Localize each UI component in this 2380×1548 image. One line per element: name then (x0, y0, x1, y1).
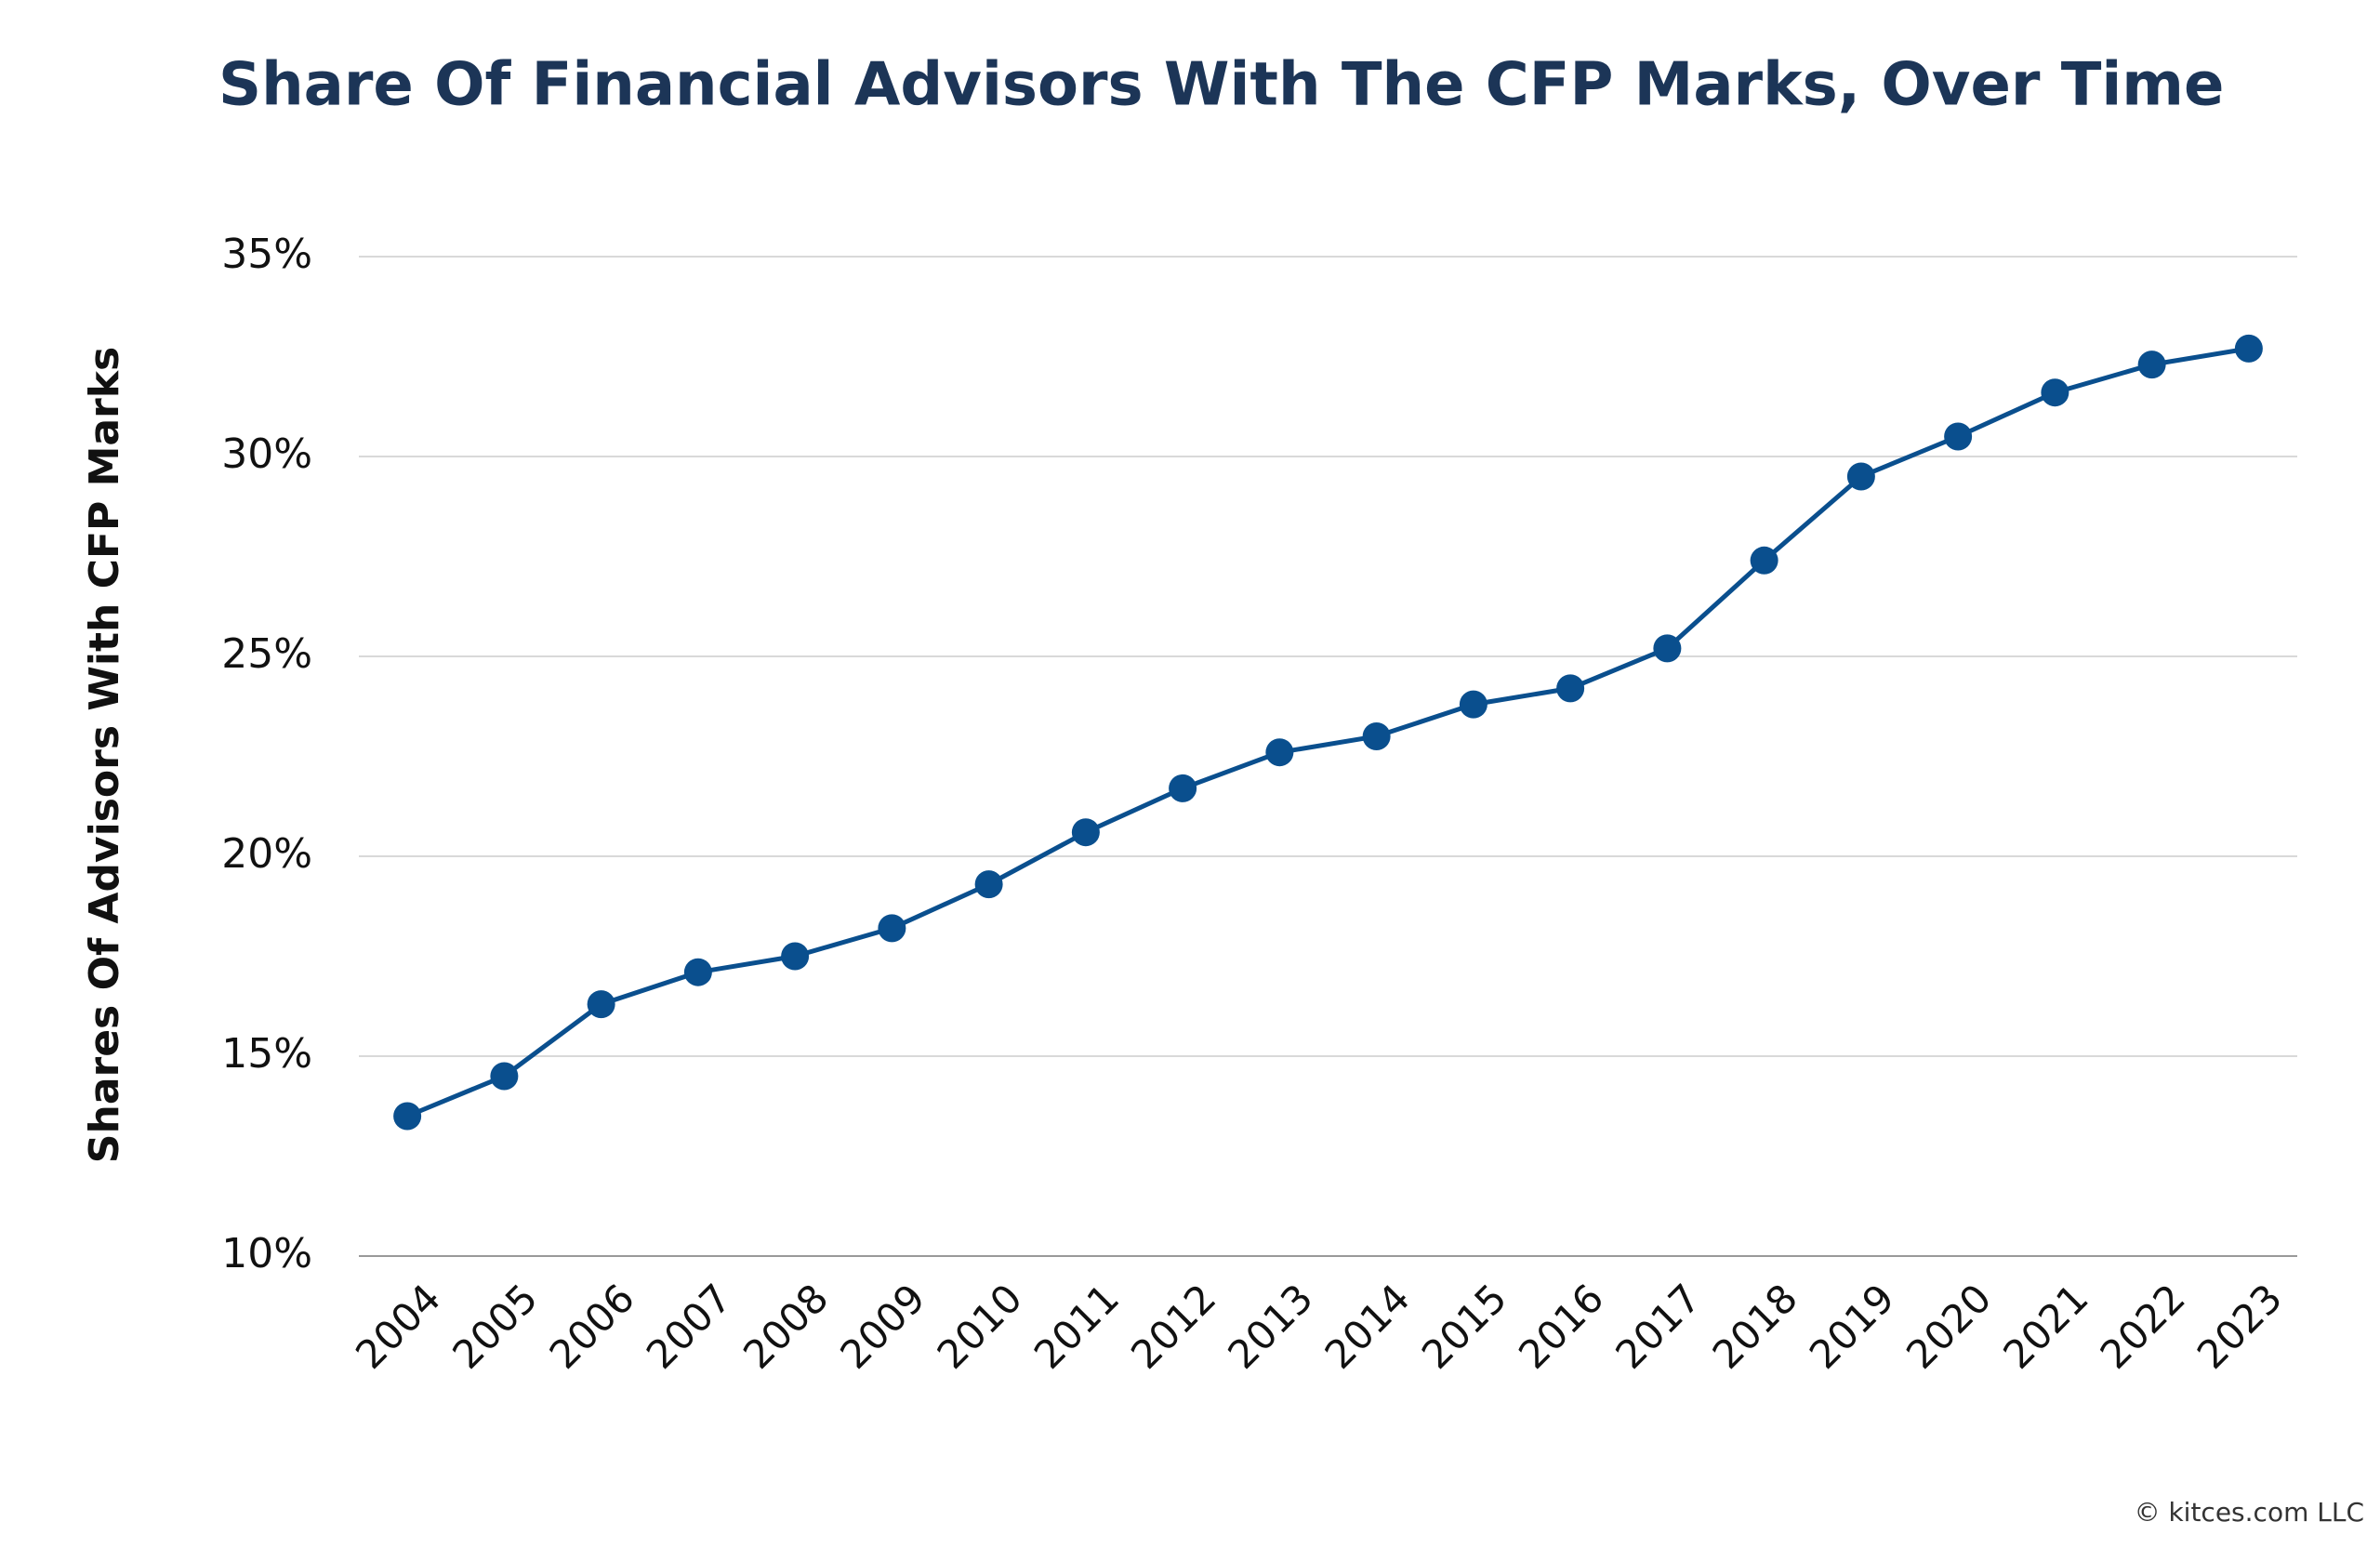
x-tick-label: 2019 (1801, 1276, 1903, 1378)
data-point (490, 1062, 519, 1091)
data-point (2234, 334, 2263, 363)
x-tick-label: 2015 (1413, 1276, 1515, 1378)
data-point (974, 870, 1003, 899)
x-tick-label: 2022 (2092, 1276, 2194, 1378)
data-point (2041, 378, 2069, 407)
data-point (1750, 546, 1778, 575)
x-tick-label: 2010 (929, 1276, 1031, 1378)
y-tick-label: 25% (221, 630, 312, 678)
x-tick-label: 2018 (1704, 1276, 1806, 1378)
data-point (393, 1102, 422, 1131)
y-tick-label: 35% (221, 231, 312, 278)
data-point (1846, 462, 1875, 491)
series-line (406, 346, 2250, 1118)
data-point (1362, 722, 1391, 750)
x-tick-label: 2007 (638, 1276, 740, 1378)
x-tick-label: 2009 (831, 1276, 933, 1378)
x-tick-label: 2017 (1606, 1276, 1709, 1378)
x-tick-label: 2013 (1219, 1276, 1321, 1378)
y-axis-label: Shares Of Advisors With CFP Marks (81, 347, 128, 1163)
y-tick-label: 10% (221, 1230, 312, 1277)
footer: © kitces.com LLC (2135, 1497, 2364, 1528)
data-point (2137, 351, 2166, 379)
x-tick-label: 2004 (347, 1276, 449, 1378)
data-point (683, 958, 712, 986)
x-tick-label: 2020 (1897, 1276, 2000, 1378)
x-tick-label: 2012 (1122, 1276, 1224, 1378)
chart-title: Share Of Financial Advisors With The CFP… (218, 51, 2224, 120)
data-point (878, 914, 906, 943)
data-point (1653, 634, 1682, 663)
data-point (1459, 690, 1488, 719)
data-point (1169, 774, 1197, 802)
x-tick-label: 2014 (1316, 1276, 1419, 1378)
data-point (1556, 674, 1585, 703)
data-point (587, 990, 615, 1019)
x-tick-label: 2008 (734, 1276, 837, 1378)
data-point (781, 942, 810, 971)
x-tick-label: 2021 (1994, 1276, 2096, 1378)
y-tick-label: 20% (221, 830, 312, 878)
data-point (1265, 738, 1294, 767)
y-tick-label: 15% (221, 1030, 312, 1078)
data-point (1944, 422, 1973, 451)
x-tick-label: 2005 (443, 1276, 546, 1378)
y-tick-label: 30% (221, 430, 312, 478)
x-tick-label: 2016 (1510, 1276, 1612, 1378)
data-point (1071, 818, 1100, 847)
x-tick-label: 2011 (1025, 1276, 1128, 1378)
x-tick-label: 2006 (541, 1276, 643, 1378)
x-tick-label: 2023 (2188, 1276, 2291, 1378)
